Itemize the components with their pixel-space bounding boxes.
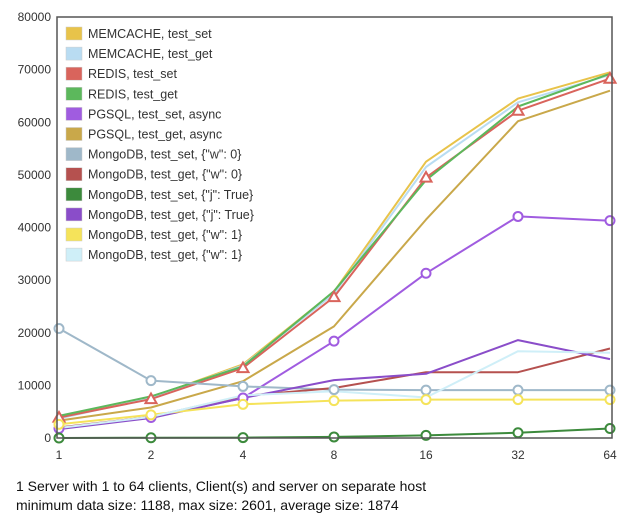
x-tick-label: 2 <box>148 448 155 462</box>
data-point-10-1 <box>145 409 157 421</box>
legend-swatch-0 <box>65 26 83 41</box>
data-point-6-0 <box>53 323 65 335</box>
data-point-4-3 <box>328 335 340 347</box>
data-point-2-1 <box>143 391 159 405</box>
legend-swatch-10 <box>65 227 83 242</box>
legend: MEMCACHE, test_set MEMCACHE, test_get REDI… <box>63 22 268 268</box>
y-tick-label: 10000 <box>18 378 52 392</box>
legend-label-11: MongoDB, test_get, {"w": 1} <box>88 248 242 262</box>
legend-swatch-1 <box>65 46 83 61</box>
legend-label-5: PGSQL, test_get, async <box>88 128 222 142</box>
legend-label-8: MongoDB, test_set, {"j": True} <box>88 188 253 202</box>
x-axis-ticks: 1 2 4 8 16 32 64 <box>56 448 617 462</box>
data-point-10-0 <box>53 418 65 430</box>
legend-swatch-9 <box>65 207 83 222</box>
legend-label-0: MEMCACHE, test_set <box>88 27 212 41</box>
x-tick-label: 16 <box>419 448 433 462</box>
legend-swatch-4 <box>65 107 83 121</box>
data-point-6-4 <box>420 384 432 396</box>
data-point-8-5 <box>512 427 524 439</box>
legend-label-7: MongoDB, test_get, {"w": 0} <box>88 168 242 182</box>
y-tick-label: 50000 <box>18 168 52 182</box>
y-tick-label: 20000 <box>18 326 52 340</box>
legend-label-3: REDIS, test_get <box>88 87 178 101</box>
data-point-4-6 <box>604 215 616 227</box>
data-point-10-3 <box>328 395 340 407</box>
legend-swatch-5 <box>65 127 83 141</box>
data-point-6-2 <box>237 380 249 392</box>
legend-swatch-6 <box>65 147 83 161</box>
y-axis-ticks: 0 10000 20000 30000 40000 50000 60000 70000 8000… <box>18 10 52 445</box>
legend-swatch-2 <box>65 66 83 81</box>
y-tick-label: 0 <box>44 431 51 445</box>
line-chart: 0 10000 20000 30000 40000 50000 60000 70000 8000… <box>18 10 618 462</box>
data-point-2-3 <box>326 289 342 303</box>
y-tick-label: 80000 <box>18 10 52 24</box>
series-line-5 <box>58 89 611 422</box>
y-tick-label: 60000 <box>18 115 52 129</box>
x-tick-label: 8 <box>331 448 338 462</box>
legend-swatch-11 <box>65 247 83 262</box>
data-point-6-1 <box>145 375 157 387</box>
data-point-6-5 <box>512 384 524 396</box>
y-tick-label: 70000 <box>18 63 52 77</box>
y-tick-label: 40000 <box>18 221 52 235</box>
legend-swatch-8 <box>65 187 83 202</box>
legend-label-9: MongoDB, test_get, {"j": True} <box>88 208 254 222</box>
data-point-10-4 <box>420 394 432 406</box>
x-tick-label: 1 <box>56 448 63 462</box>
data-point-10-2 <box>237 398 249 410</box>
x-tick-label: 4 <box>240 448 247 462</box>
data-point-10-6 <box>604 394 616 406</box>
data-point-10-5 <box>512 394 524 406</box>
data-point-6-3 <box>328 384 340 396</box>
data-point-8-3 <box>328 431 340 443</box>
chart-caption-line-2: minimum data size: 1188, max size: 2601,… <box>16 497 399 513</box>
legend-swatch-7 <box>65 167 83 181</box>
legend-swatch-3 <box>65 87 83 101</box>
legend-label-1: MEMCACHE, test_get <box>88 47 213 61</box>
data-point-8-6 <box>604 423 616 435</box>
legend-label-10: MongoDB, test_get, {"w": 1} <box>88 228 242 242</box>
data-point-2-5 <box>510 103 526 116</box>
x-tick-label: 64 <box>603 448 617 462</box>
y-tick-label: 30000 <box>18 273 52 287</box>
data-point-2-2 <box>235 360 251 374</box>
legend-label-2: REDIS, test_set <box>88 67 177 81</box>
plot-area-frame <box>56 16 613 439</box>
chart-caption-line-1: 1 Server with 1 to 64 clients, Client(s)… <box>16 478 427 494</box>
data-point-2-4 <box>418 169 434 183</box>
data-point-4-4 <box>420 267 432 279</box>
data-point-6-6 <box>604 384 616 396</box>
legend-background <box>63 22 268 268</box>
legend-label-6: MongoDB, test_set, {"w": 0} <box>88 148 241 162</box>
legend-label-4: PGSQL, test_set, async <box>88 107 221 121</box>
x-tick-label: 32 <box>511 448 525 462</box>
data-point-4-5 <box>512 210 524 222</box>
